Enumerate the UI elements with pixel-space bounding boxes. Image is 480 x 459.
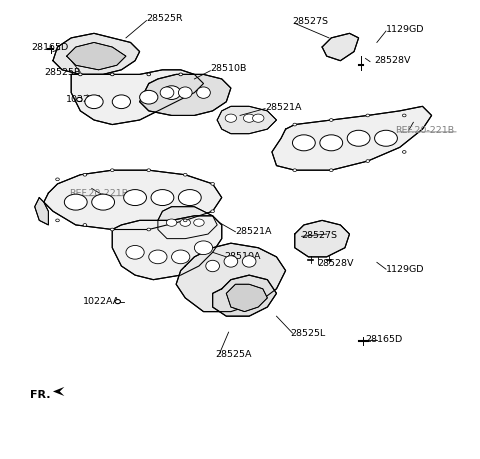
- Ellipse shape: [147, 228, 151, 231]
- Ellipse shape: [92, 194, 115, 210]
- Polygon shape: [217, 106, 276, 134]
- Ellipse shape: [115, 300, 120, 304]
- Ellipse shape: [124, 190, 146, 206]
- Ellipse shape: [329, 118, 333, 121]
- Ellipse shape: [242, 256, 256, 267]
- Polygon shape: [67, 42, 126, 70]
- Ellipse shape: [197, 87, 210, 98]
- Text: REF.20-221B: REF.20-221B: [395, 126, 454, 134]
- Text: 28510A: 28510A: [224, 252, 261, 261]
- Ellipse shape: [374, 130, 397, 146]
- Ellipse shape: [85, 95, 103, 109]
- Ellipse shape: [64, 194, 87, 210]
- Ellipse shape: [167, 219, 177, 226]
- Ellipse shape: [179, 87, 192, 98]
- Polygon shape: [140, 74, 231, 116]
- Polygon shape: [53, 34, 140, 74]
- Polygon shape: [53, 387, 64, 396]
- Ellipse shape: [225, 114, 237, 122]
- Text: 28525A: 28525A: [215, 351, 252, 359]
- Ellipse shape: [183, 219, 187, 222]
- Ellipse shape: [179, 73, 182, 76]
- Ellipse shape: [112, 95, 131, 109]
- Text: 28165D: 28165D: [365, 336, 403, 344]
- Text: 28525L: 28525L: [290, 329, 325, 337]
- Ellipse shape: [83, 224, 87, 226]
- Ellipse shape: [147, 169, 151, 172]
- Ellipse shape: [149, 250, 167, 264]
- Ellipse shape: [402, 151, 406, 153]
- Ellipse shape: [211, 210, 215, 213]
- Text: 1022AA: 1022AA: [66, 95, 103, 104]
- Text: 28165D: 28165D: [31, 44, 68, 52]
- Ellipse shape: [147, 73, 151, 76]
- Polygon shape: [35, 197, 48, 225]
- Ellipse shape: [243, 114, 255, 122]
- Polygon shape: [158, 207, 217, 239]
- Polygon shape: [176, 243, 286, 312]
- Ellipse shape: [293, 123, 297, 126]
- Ellipse shape: [160, 87, 174, 98]
- Text: 28525R: 28525R: [146, 14, 183, 23]
- Text: 28510B: 28510B: [210, 64, 247, 73]
- Ellipse shape: [366, 160, 370, 162]
- Polygon shape: [213, 275, 276, 316]
- Text: 28528V: 28528V: [318, 259, 354, 268]
- Ellipse shape: [162, 86, 180, 100]
- Text: FR.: FR.: [30, 390, 50, 400]
- Ellipse shape: [224, 256, 238, 267]
- Ellipse shape: [347, 130, 370, 146]
- Text: REF.20-221B: REF.20-221B: [69, 190, 128, 198]
- Ellipse shape: [366, 114, 370, 117]
- Text: 28521A: 28521A: [235, 227, 272, 236]
- Ellipse shape: [56, 219, 60, 222]
- Ellipse shape: [110, 228, 114, 231]
- Ellipse shape: [171, 250, 190, 264]
- Text: 1129GD: 1129GD: [386, 265, 424, 274]
- Ellipse shape: [180, 219, 191, 226]
- Ellipse shape: [211, 183, 215, 185]
- Text: 28527S: 28527S: [292, 17, 328, 26]
- Ellipse shape: [151, 190, 174, 206]
- Ellipse shape: [252, 114, 264, 122]
- Ellipse shape: [83, 174, 87, 176]
- Polygon shape: [272, 106, 432, 170]
- Ellipse shape: [292, 135, 315, 151]
- Ellipse shape: [179, 190, 201, 206]
- Text: 28527S: 28527S: [301, 231, 337, 240]
- Ellipse shape: [126, 246, 144, 259]
- Ellipse shape: [194, 219, 204, 226]
- Ellipse shape: [140, 90, 158, 104]
- Text: 1129GD: 1129GD: [386, 25, 424, 34]
- Polygon shape: [44, 170, 222, 230]
- Ellipse shape: [56, 178, 60, 181]
- Text: 1022AA: 1022AA: [83, 297, 120, 306]
- Polygon shape: [71, 70, 204, 124]
- Ellipse shape: [79, 73, 82, 76]
- Text: 28528V: 28528V: [374, 56, 411, 65]
- Ellipse shape: [320, 135, 343, 151]
- Ellipse shape: [77, 97, 82, 101]
- Ellipse shape: [402, 114, 406, 117]
- Polygon shape: [112, 216, 222, 280]
- Polygon shape: [226, 284, 267, 312]
- Ellipse shape: [194, 241, 213, 255]
- Ellipse shape: [329, 169, 333, 172]
- Ellipse shape: [110, 73, 114, 76]
- Text: 28525B: 28525B: [45, 67, 81, 77]
- Polygon shape: [295, 220, 349, 257]
- Text: 28521A: 28521A: [265, 103, 301, 112]
- Ellipse shape: [110, 169, 114, 172]
- Ellipse shape: [206, 260, 219, 272]
- Ellipse shape: [183, 174, 187, 176]
- Ellipse shape: [293, 169, 297, 172]
- Polygon shape: [322, 34, 359, 61]
